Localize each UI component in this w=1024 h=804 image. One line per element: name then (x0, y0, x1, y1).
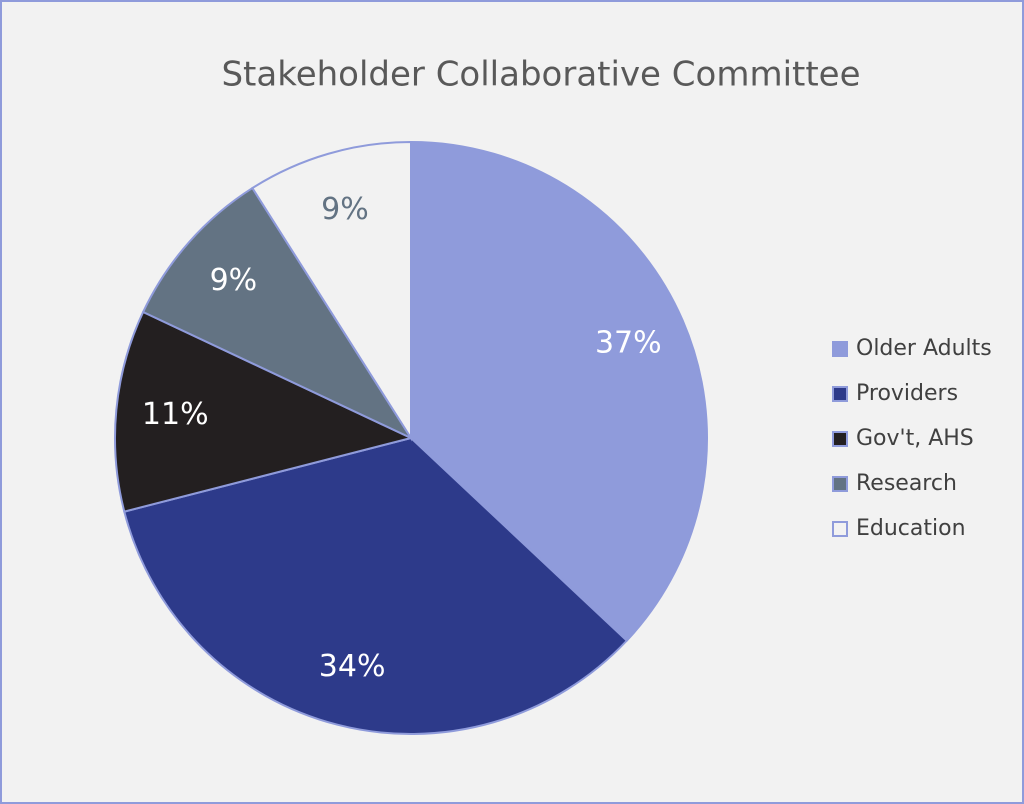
data-label: 11% (142, 397, 209, 432)
pie-slice (123, 436, 629, 735)
legend-swatch (832, 431, 848, 447)
legend-swatch (832, 521, 848, 537)
pie-slice (114, 310, 414, 513)
legend-label: Research (856, 471, 957, 496)
pie-slice (410, 140, 708, 643)
data-label: 34% (319, 649, 386, 684)
data-label: 37% (595, 325, 662, 360)
legend-label: Providers (856, 381, 958, 406)
legend-swatch (832, 341, 848, 357)
pie-slice (141, 186, 414, 441)
pie-slice (251, 140, 412, 442)
legend-label: Gov't, AHS (856, 426, 974, 451)
legend-swatch (832, 476, 848, 492)
data-label: 9% (210, 263, 258, 298)
chart-title: Stakeholder Collaborative Committee (221, 55, 860, 95)
legend-swatch (832, 386, 848, 402)
legend-label: Older Adults (856, 336, 992, 361)
data-label: 9% (321, 192, 369, 227)
legend-label: Education (856, 516, 966, 541)
